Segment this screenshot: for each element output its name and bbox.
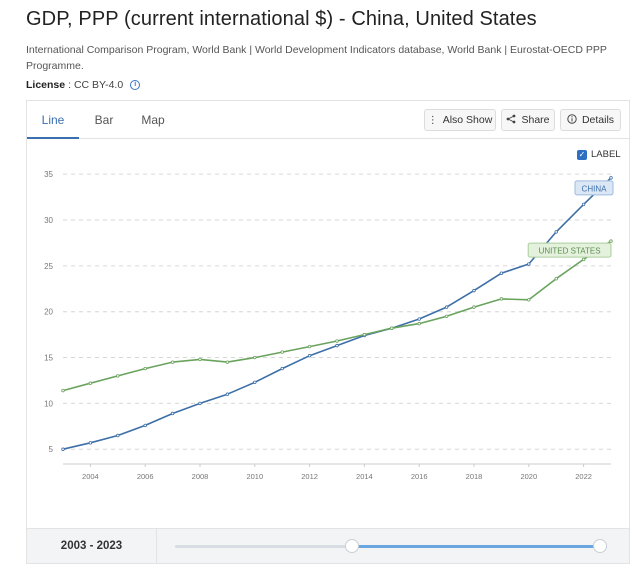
year-range-label: 2003 - 2023	[27, 529, 157, 563]
data-point	[335, 343, 339, 348]
data-point	[280, 350, 284, 354]
source-text: International Comparison Program, World …	[26, 44, 607, 72]
y-tick-label: 5	[49, 445, 54, 454]
data-point	[444, 305, 449, 309]
x-tick-label: 2008	[192, 472, 209, 481]
info-icon[interactable]: i	[130, 80, 141, 90]
data-point	[280, 366, 284, 371]
china-end-label: CHINA	[582, 184, 608, 193]
data-point	[143, 366, 147, 371]
slider-end-handle[interactable]	[593, 539, 607, 553]
x-tick-label: 2004	[82, 472, 99, 481]
x-tick-label: 2018	[466, 472, 483, 481]
x-tick-label: 2012	[301, 472, 318, 481]
data-point	[609, 239, 613, 243]
license-value: : CC BY-4.0	[68, 79, 124, 91]
data-point	[554, 276, 558, 281]
data-point	[390, 326, 394, 330]
info-circle-icon	[567, 113, 577, 127]
data-point	[116, 433, 120, 438]
data-point	[170, 411, 175, 416]
us-end-label-box	[527, 242, 612, 258]
data-point	[362, 332, 367, 337]
x-tick-label: 2016	[411, 472, 428, 481]
data-point	[472, 305, 476, 309]
share-button[interactable]: Share	[501, 109, 555, 131]
data-point	[170, 360, 175, 364]
data-point	[527, 298, 531, 302]
also-show-label: Also Show	[442, 114, 493, 126]
us-end-label: UNITED STATES	[539, 247, 601, 256]
data-point	[225, 360, 230, 364]
page-title: GDP, PPP (current international $) - Chi…	[26, 8, 537, 30]
year-range-footer: 2003 - 2023	[26, 528, 630, 564]
data-point	[472, 288, 476, 293]
data-point	[88, 381, 93, 385]
chart-card: Line Bar Map ⋮ Also Show Share Details ✓…	[26, 100, 630, 528]
label-toggle-text: LABEL	[591, 149, 621, 160]
data-point	[581, 257, 586, 262]
data-point	[198, 401, 202, 406]
y-tick-label: 25	[44, 262, 53, 271]
more-vertical-icon: ⋮	[427, 114, 438, 126]
data-point	[61, 388, 65, 393]
data-point	[116, 374, 120, 378]
data-point	[527, 262, 531, 266]
line-chart: 5 10 15 20 25 30 35 2004 2006 2008 2010 2012 2014 201…	[44, 170, 614, 481]
y-tick-label: 20	[44, 308, 53, 317]
series-line-china	[62, 177, 612, 450]
slider-fill	[352, 545, 607, 548]
tab-line[interactable]: Line	[27, 101, 79, 139]
data-point	[307, 344, 312, 349]
license-row: License : CC BY-4.0 i	[26, 79, 141, 91]
view-tabs: Line Bar Map ⋮ Also Show Share Details	[27, 101, 629, 139]
y-tick-label: 15	[44, 354, 53, 363]
x-tick-label: 2020	[520, 472, 537, 481]
label-toggle[interactable]: ✓ LABEL	[577, 149, 621, 160]
data-point	[417, 321, 421, 326]
x-tick-label: 2022	[575, 472, 592, 481]
x-tick-label: 2006	[137, 472, 154, 481]
data-point	[253, 380, 257, 385]
share-label: Share	[521, 114, 550, 126]
tab-bar[interactable]: Bar	[94, 113, 114, 127]
also-show-button[interactable]: ⋮ Also Show	[424, 109, 496, 131]
data-point	[499, 271, 504, 275]
details-button[interactable]: Details	[560, 109, 621, 131]
data-point	[335, 339, 339, 343]
data-point	[143, 423, 147, 428]
x-tick-label: 2010	[246, 472, 263, 481]
data-point	[581, 202, 586, 207]
data-point	[88, 441, 93, 445]
y-tick-label: 35	[44, 170, 53, 179]
tab-map[interactable]: Map	[141, 113, 165, 127]
slider-start-handle[interactable]	[345, 539, 360, 553]
data-point	[417, 317, 421, 321]
data-point	[554, 230, 558, 234]
license-label: License	[26, 79, 66, 91]
details-label: Details	[581, 114, 615, 126]
data-point	[253, 355, 257, 360]
data-point	[609, 176, 613, 180]
data-point	[307, 354, 312, 358]
data-point	[225, 392, 230, 396]
data-point	[198, 357, 202, 362]
data-point	[499, 297, 504, 301]
checkbox-checked-icon[interactable]: ✓	[577, 149, 587, 160]
y-tick-label: 30	[44, 216, 53, 225]
china-end-label-box	[574, 180, 614, 196]
year-range-slider[interactable]	[175, 539, 607, 553]
data-point	[444, 314, 449, 318]
x-tick-label: 2014	[356, 472, 373, 481]
data-point	[61, 447, 65, 451]
share-icon	[506, 114, 516, 127]
y-tick-label: 10	[44, 399, 53, 408]
